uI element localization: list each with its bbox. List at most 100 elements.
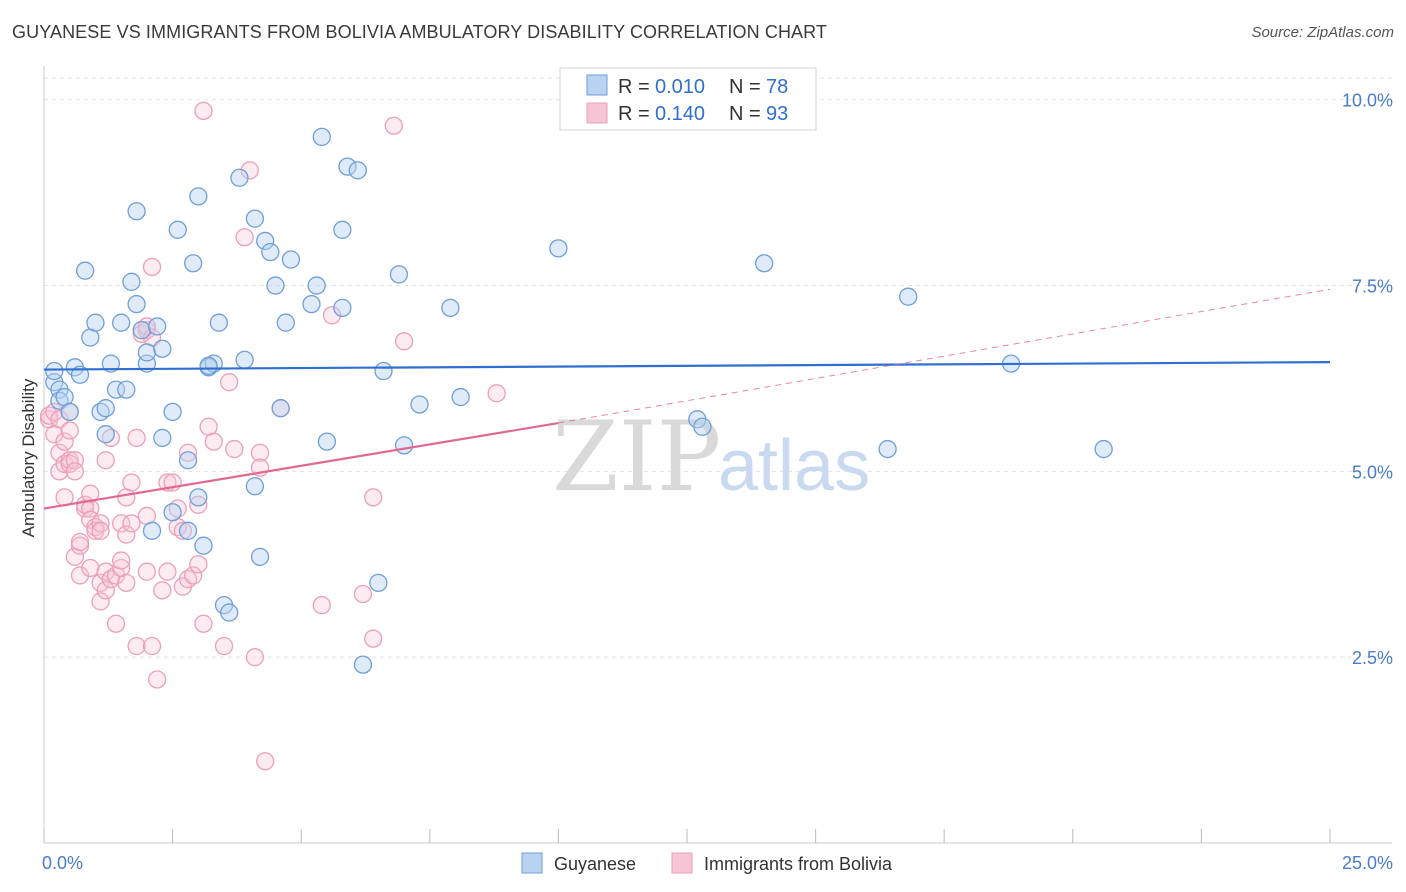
bottom-legend-label-guyanese: Guyanese [554, 854, 636, 874]
bolivia-point [137, 562, 157, 581]
bolivia-point [50, 443, 69, 462]
legend-n-label-1: N = [729, 76, 761, 98]
tick-labels: 2.5% 5.0% 7.5% 10.0% 0.0% 25.0% [42, 91, 1393, 873]
bolivia-point [312, 596, 331, 615]
bolivia-point [91, 514, 110, 533]
guyanese-point [220, 603, 239, 622]
guyanese-point [230, 168, 249, 187]
bolivia-point [189, 555, 208, 574]
bolivia-point [214, 636, 234, 656]
guyanese-point [132, 320, 151, 340]
bolivia-point [122, 473, 141, 492]
bolivia-point [122, 514, 141, 533]
guyanese-point [153, 339, 172, 358]
chart-source: Source: ZipAtlas.com [1251, 24, 1394, 41]
bolivia-point [70, 532, 90, 552]
bolivia-point [220, 373, 239, 392]
guyanese-point [168, 220, 187, 239]
y-tick-label: 7.5% [1352, 277, 1393, 297]
guyanese-point [348, 161, 367, 180]
legend-n-value-2: 93 [766, 103, 788, 125]
y-tick-label: 2.5% [1352, 648, 1393, 668]
guyanese-point [353, 655, 373, 674]
bolivia-point [184, 566, 203, 585]
guyanese-point [302, 294, 321, 314]
bolivia-point [148, 670, 167, 689]
axes [43, 66, 1392, 844]
bolivia-point [194, 614, 213, 633]
bolivia-point [81, 558, 100, 578]
bolivia-point [55, 432, 74, 451]
legend-r-value-2: 0.140 [655, 103, 705, 125]
bolivia-point [70, 566, 90, 585]
bolivia-point [127, 636, 146, 656]
guyanese-point [101, 354, 121, 373]
guyanese-point [142, 521, 162, 540]
bolivia-point [117, 525, 136, 544]
watermark-atlas: atlas [718, 426, 870, 506]
guyanese-point [70, 365, 90, 384]
bolivia-point [65, 462, 85, 481]
guyanese-point [266, 276, 285, 295]
bottom-legend-label-bolivia: Immigrants from Bolivia [704, 854, 893, 874]
guyanese-point [451, 387, 470, 407]
guyanese-point [755, 254, 774, 273]
bolivia-point [106, 614, 126, 633]
guyanese-point [117, 380, 136, 399]
guyanese-point [112, 313, 131, 332]
y-axis-label: Ambulatory Disability [19, 378, 38, 537]
bolivia-point [487, 384, 506, 403]
bolivia-trend-extension [558, 288, 1331, 424]
bolivia-point [364, 629, 383, 648]
guyanese-point [899, 287, 918, 306]
guyanese-point [86, 313, 105, 332]
bolivia-point [394, 332, 414, 351]
guyanese-point [307, 276, 326, 295]
guyanese-point [374, 361, 393, 381]
guyanese-point [256, 231, 275, 251]
bolivia-point [153, 581, 172, 600]
bolivia-point [117, 573, 136, 593]
bolivia-point [204, 432, 223, 451]
guyanese-trend-line [43, 361, 1331, 371]
y-tick-label: 10.0% [1342, 91, 1393, 111]
series-bolivia-points [39, 101, 506, 771]
legend-swatch-bolivia [586, 102, 608, 124]
guyanese-point [333, 220, 352, 239]
guyanese-point [1094, 439, 1113, 459]
guyanese-point [235, 350, 254, 370]
bolivia-point [50, 410, 69, 429]
bolivia-point [250, 443, 270, 462]
x-tick-label-max: 25.0% [1342, 853, 1393, 873]
guyanese-point [45, 361, 64, 381]
guyanese-point [276, 313, 295, 332]
guyanese-point [178, 451, 198, 470]
guyanese-point [878, 439, 897, 459]
guyanese-point [410, 395, 429, 414]
bolivia-point [142, 257, 162, 277]
guyanese-point [96, 399, 115, 418]
guyanese-point [209, 313, 229, 332]
bolivia-point [112, 551, 131, 570]
guyanese-point [60, 402, 79, 422]
bolivia-point [60, 421, 79, 440]
guyanese-point [96, 425, 115, 444]
guyanese-point [441, 298, 460, 317]
bolivia-point [178, 443, 198, 462]
guyanese-point [106, 380, 126, 399]
bolivia-point [81, 484, 100, 503]
guyanese-point [153, 428, 172, 448]
bolivia-point [364, 488, 383, 507]
legend-swatch-guyanese [586, 74, 608, 96]
guyanese-point [369, 573, 388, 593]
bolivia-point [189, 495, 208, 514]
bolivia-point [235, 228, 254, 247]
x-tick-label-min: 0.0% [42, 853, 83, 873]
guyanese-point [281, 250, 301, 269]
bolivia-point [96, 581, 115, 600]
guyanese-point [163, 402, 182, 422]
bolivia-point [245, 648, 265, 667]
guyanese-point [163, 503, 182, 522]
guyanese-point [199, 356, 218, 375]
